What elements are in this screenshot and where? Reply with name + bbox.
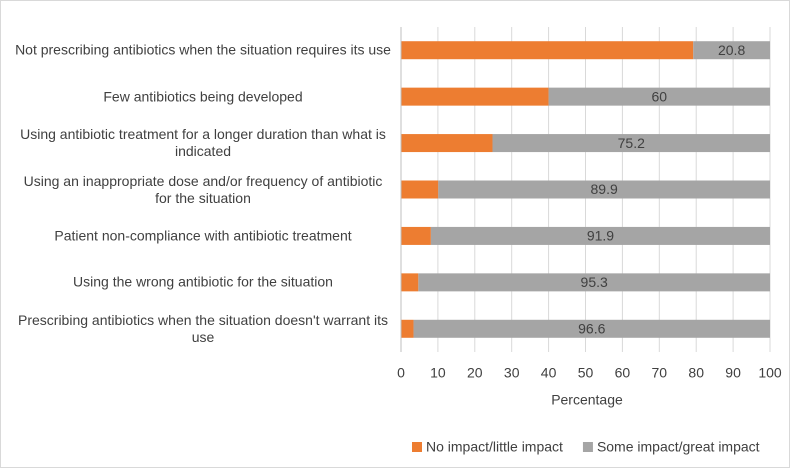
x-tick-label: 80 [688,365,704,381]
bar-segment [413,319,770,338]
data-label: 75.2 [618,135,645,151]
bar-segment [401,134,493,153]
y-tick-label: Prescribing antibiotics when the situati… [18,311,388,345]
bar-segment [401,319,414,338]
legend-label: No impact/little impact [426,439,563,455]
bar-segment [418,273,770,292]
x-tick-label: 90 [725,365,741,381]
y-tick-label: Using an inappropriate dose and/or frequ… [23,172,383,206]
bar-segment [401,87,549,106]
bar-segment [492,134,770,153]
y-tick-label: Not prescribing antibiotics when the sit… [15,41,391,58]
legend-swatch [582,442,593,452]
bar-segment [548,87,770,106]
data-label: 96.6 [578,320,605,336]
x-tick-label: 30 [504,365,520,381]
y-tick-label: Few antibiotics being developed [103,88,303,105]
bar-segment [401,273,419,292]
data-label: 91.9 [587,228,614,244]
x-tick-label: 50 [578,365,594,381]
bar-segment [693,41,770,60]
x-tick-label: 40 [541,365,557,381]
x-tick-label: 100 [758,365,782,381]
bar-segment [438,180,770,199]
x-axis-label: Percentage [551,392,623,408]
legend-swatch [412,442,422,452]
x-tick-label: 10 [430,365,446,381]
bar-segment [401,226,431,245]
y-tick-label: Using the wrong antibiotic for the situa… [73,273,333,290]
data-label: 20.8 [718,42,745,58]
legend-label: Some impact/great impact [597,439,760,455]
x-tick-label: 70 [652,365,668,381]
data-label: 60 [652,88,668,104]
x-tick-label: 20 [467,365,483,381]
bar-segment [401,180,439,199]
x-tick-label: 60 [615,365,631,381]
data-label: 89.9 [591,181,618,197]
bar-segment [430,226,770,245]
y-tick-label: Using antibiotic treatment for a longer … [20,126,386,160]
x-tick-label: 0 [397,365,405,381]
y-tick-label: Patient non-compliance with antibiotic t… [54,227,352,244]
bar-segment [401,41,694,60]
data-label: 95.3 [581,274,608,290]
